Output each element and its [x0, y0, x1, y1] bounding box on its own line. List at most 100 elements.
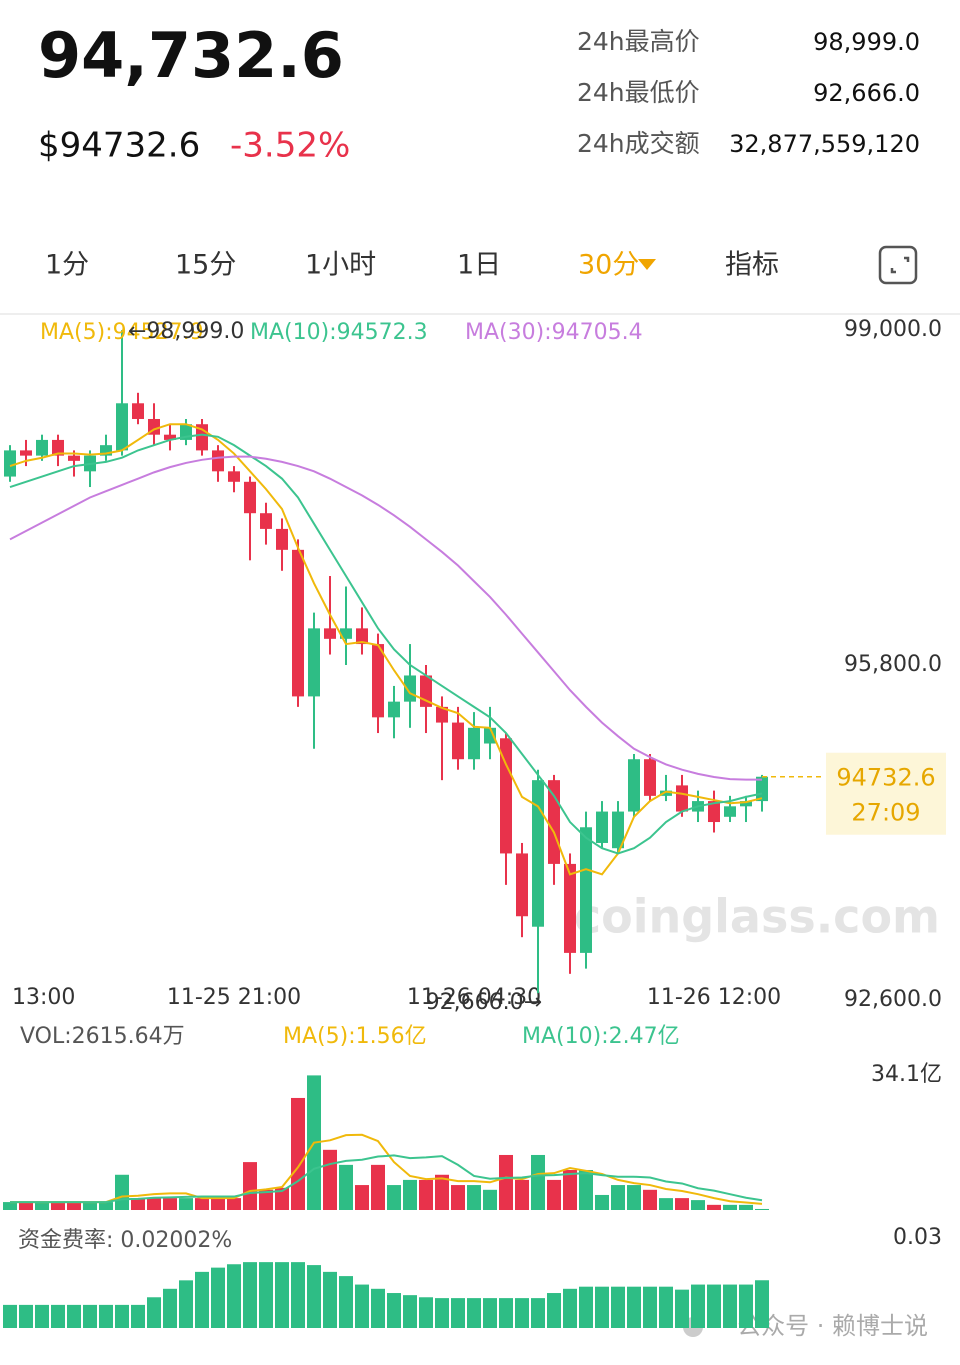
- bar: [323, 1149, 337, 1210]
- bar: [163, 1198, 177, 1210]
- bar: [723, 1204, 737, 1210]
- candle-body: [260, 513, 272, 529]
- candle-body: [452, 722, 464, 760]
- candle-body: [580, 827, 592, 953]
- x-tick-label: 11-26 04:30: [407, 985, 541, 1010]
- stat-value: 32,877,559,120: [729, 130, 920, 158]
- candle-body: [356, 628, 368, 645]
- bar: [19, 1202, 33, 1210]
- bar: [515, 1179, 529, 1210]
- tab[interactable]: 1分: [45, 250, 89, 281]
- candle-body: [500, 738, 512, 854]
- tab[interactable]: 1小时: [305, 250, 376, 281]
- candle-body: [660, 790, 672, 796]
- candle-body: [68, 455, 80, 461]
- bar: [195, 1198, 209, 1210]
- candle-body: [372, 644, 384, 718]
- price-tag-price: 94732.6: [836, 764, 935, 792]
- ma-line: [10, 1154, 763, 1204]
- y-tick-label: 99,000.0: [844, 317, 942, 342]
- bar: [51, 1202, 65, 1210]
- bar: [83, 1202, 97, 1210]
- bar: [275, 1262, 289, 1328]
- stat-label: 24h最低价: [577, 78, 700, 107]
- bar: [147, 1297, 161, 1328]
- tab[interactable]: 15分: [175, 250, 236, 281]
- candle-body: [388, 701, 400, 718]
- candle-body: [340, 628, 352, 639]
- bar: [211, 1198, 225, 1210]
- tab[interactable]: 1日: [457, 250, 501, 281]
- bar: [307, 1265, 321, 1328]
- bar: [67, 1304, 81, 1328]
- x-tick-label: 11-26 12:00: [647, 985, 781, 1010]
- legend-entry: MA(10):2.47亿: [522, 1024, 680, 1049]
- bar: [275, 1187, 289, 1210]
- legend-entry: MA(5):94527.9: [40, 320, 204, 345]
- bar-group: [3, 1262, 769, 1328]
- bar: [755, 1280, 769, 1328]
- bar: [595, 1286, 609, 1328]
- legend-entry: MA(5):1.56亿: [283, 1024, 427, 1049]
- tab-active[interactable]: 30分: [578, 250, 639, 281]
- bar: [259, 1189, 273, 1210]
- bar: [227, 1264, 241, 1328]
- bar: [387, 1185, 401, 1210]
- candle-body: [740, 801, 752, 807]
- bar: [659, 1286, 673, 1328]
- fullscreen-icon: [890, 256, 910, 274]
- candle-body: [596, 811, 608, 843]
- bar-group: [3, 1075, 769, 1210]
- bar: [51, 1304, 65, 1328]
- bar: [243, 1262, 257, 1328]
- candle-body: [436, 706, 448, 723]
- bar: [435, 1298, 449, 1328]
- y-tick-label: 95,800.0: [844, 652, 942, 677]
- bar: [403, 1295, 417, 1328]
- bar: [179, 1280, 193, 1328]
- bar: [435, 1174, 449, 1210]
- x-tick-label: 13:00: [12, 985, 75, 1010]
- bar: [3, 1202, 17, 1210]
- candle-body: [644, 759, 656, 796]
- bar: [483, 1189, 497, 1210]
- y-tick-label: 0.03: [893, 1225, 942, 1250]
- bar: [99, 1304, 113, 1328]
- stat-label: 24h成交额: [577, 129, 700, 158]
- bar: [339, 1164, 353, 1210]
- bar: [259, 1262, 273, 1328]
- candle-body: [548, 780, 560, 864]
- candle-body: [628, 759, 640, 812]
- bar: [195, 1271, 209, 1328]
- bar: [291, 1097, 305, 1210]
- candle-body: [564, 863, 576, 953]
- bar: [579, 1286, 593, 1328]
- bar: [451, 1185, 465, 1210]
- bar: [595, 1194, 609, 1210]
- bar: [419, 1297, 433, 1328]
- bar: [467, 1298, 481, 1328]
- bar: [531, 1298, 545, 1328]
- bar: [163, 1288, 177, 1328]
- bar: [643, 1189, 657, 1210]
- legend-entry: MA(30):94705.4: [465, 320, 643, 345]
- ma-line: [9, 455, 763, 781]
- bar: [131, 1304, 145, 1328]
- stat-value: 98,999.0: [813, 28, 920, 56]
- ma-line: [9, 423, 763, 876]
- high-annotation: ←98,999.0: [128, 319, 244, 344]
- bar: [739, 1204, 753, 1210]
- bar: [691, 1284, 705, 1328]
- candle-body: [36, 439, 48, 456]
- tab[interactable]: 指标: [725, 250, 779, 281]
- fullscreen-button[interactable]: [878, 245, 918, 285]
- bar: [227, 1198, 241, 1210]
- candle-body: [20, 450, 32, 456]
- dropdown-arrow: [638, 259, 656, 270]
- bar: [179, 1198, 193, 1210]
- bar: [371, 1164, 385, 1210]
- candle-body: [532, 780, 544, 927]
- bar: [67, 1202, 81, 1210]
